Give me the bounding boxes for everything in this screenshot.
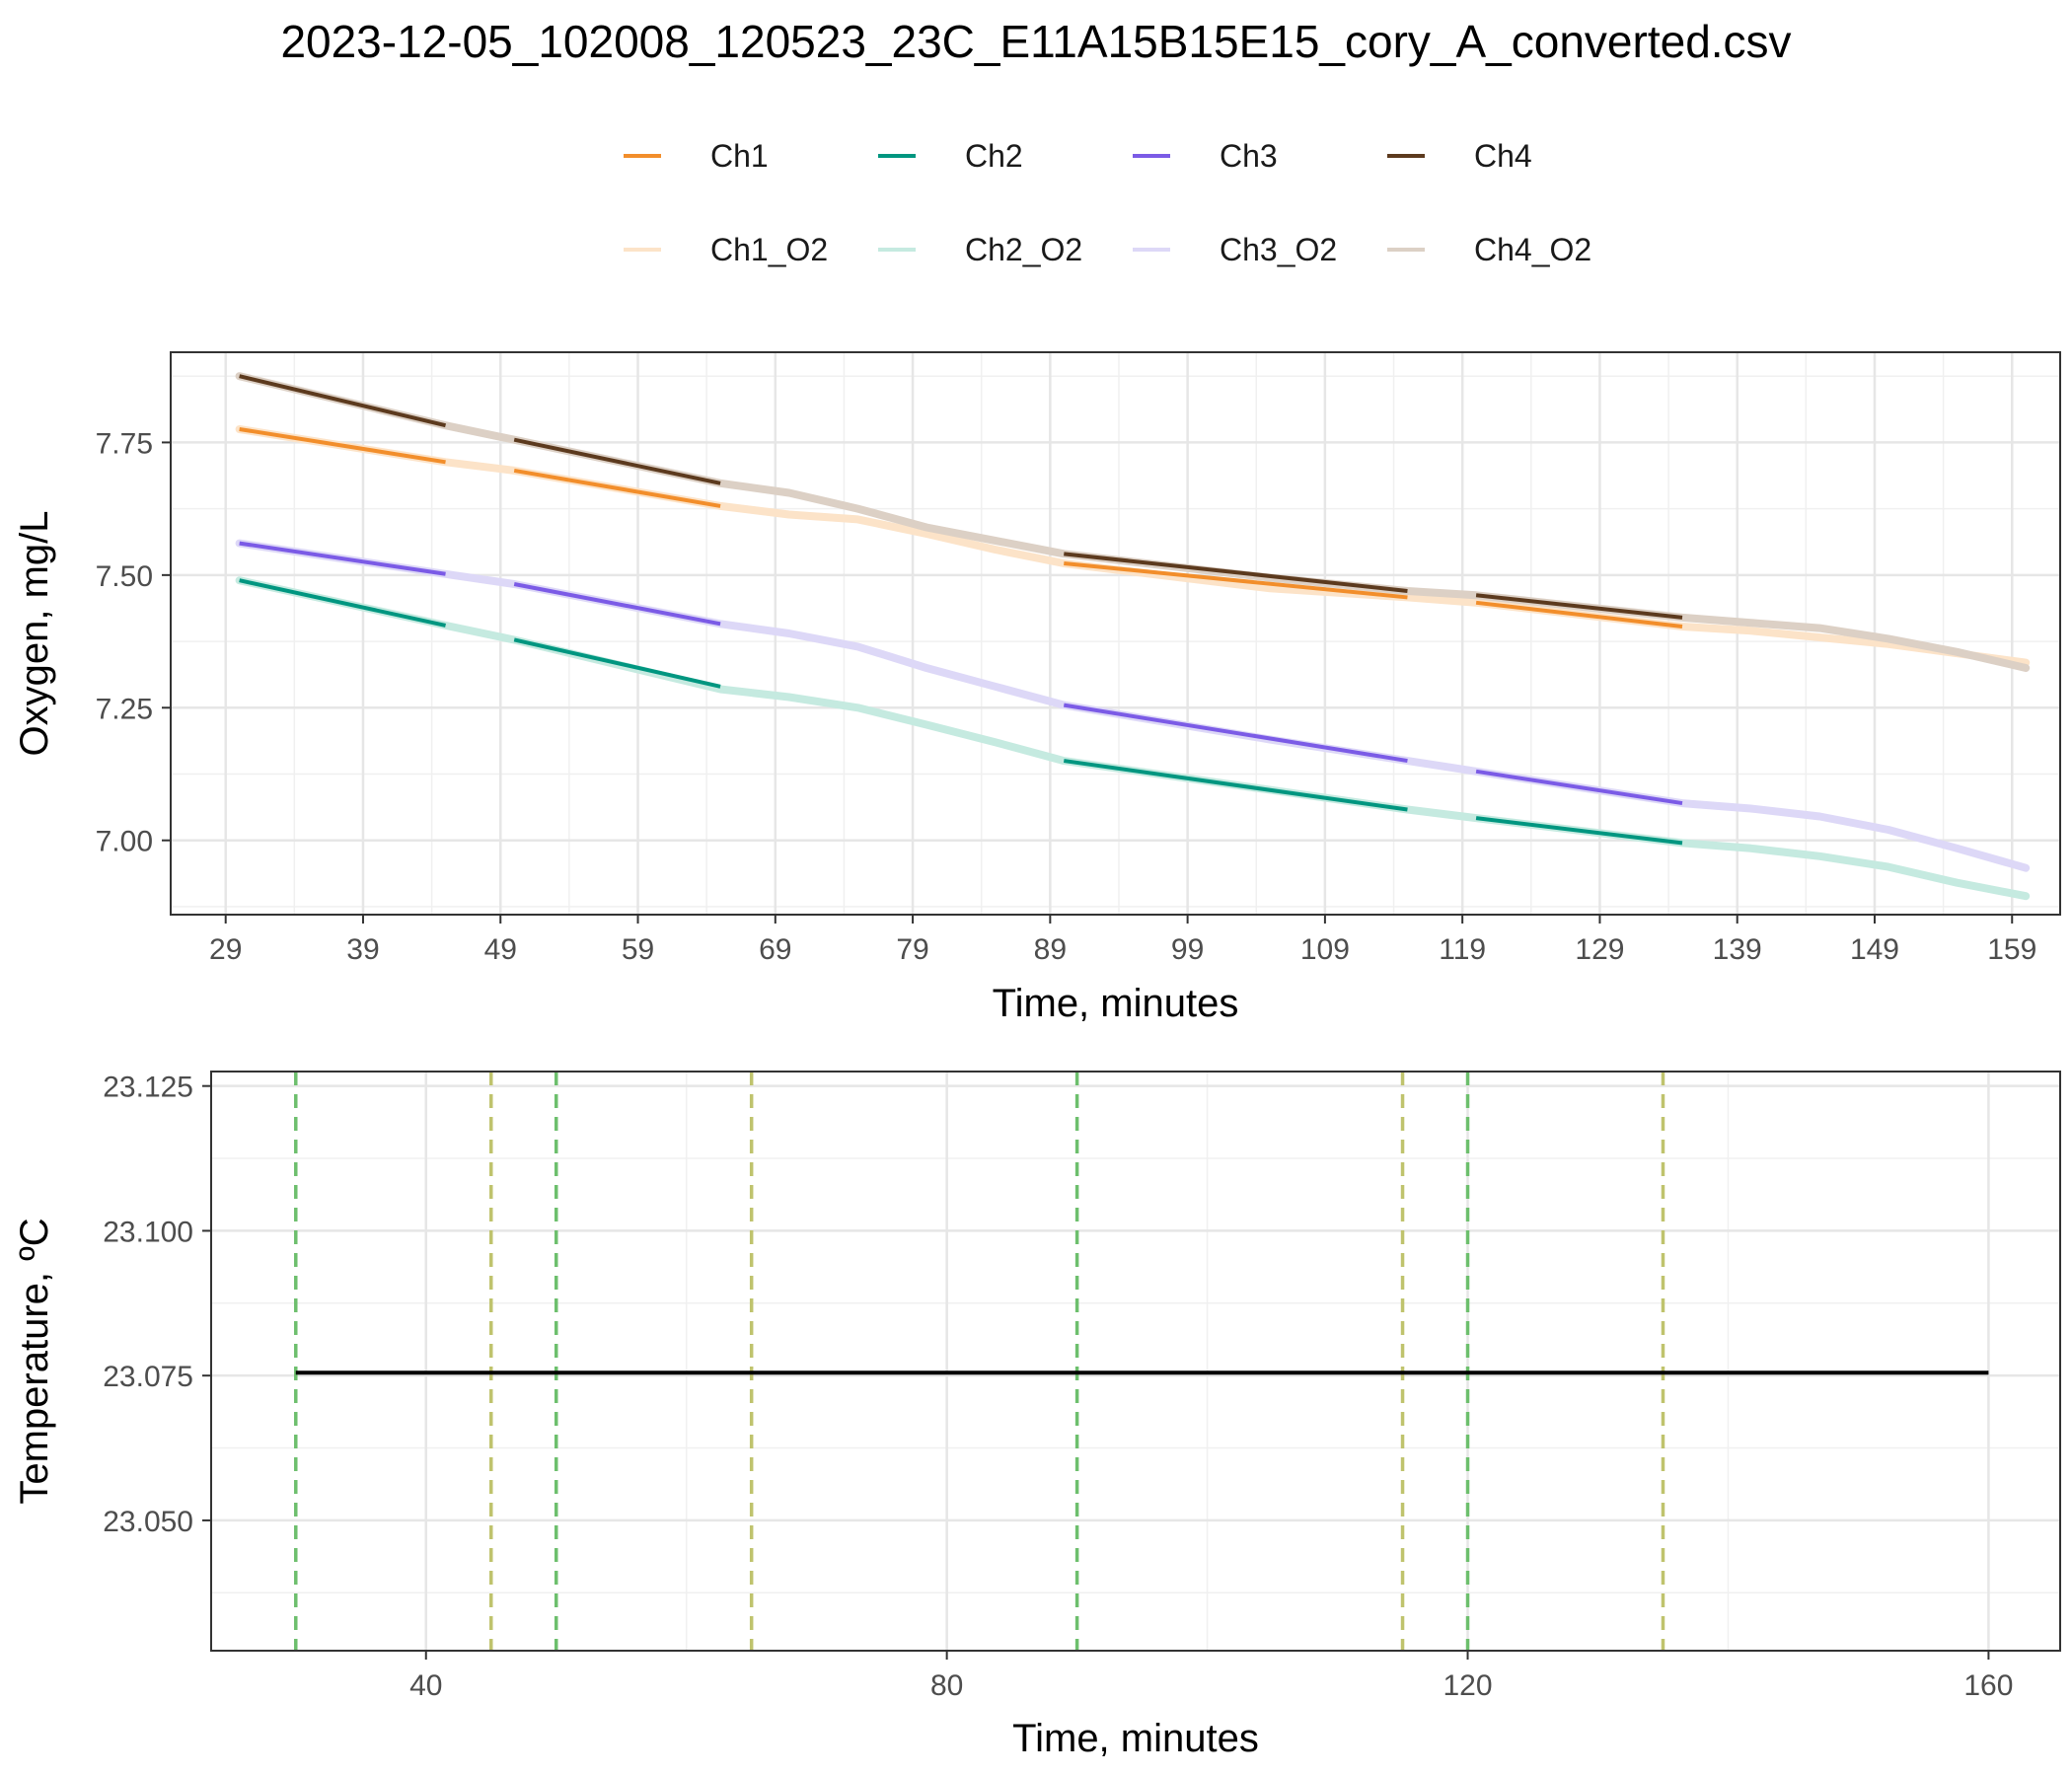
legend-entry-ch1: Ch1 [624, 138, 769, 174]
legend-entry-ch3-o2: Ch3_O2 [1133, 232, 1337, 267]
fit-segment-ch3 [239, 541, 446, 576]
chart-title: 2023-12-05_102008_120523_23C_E11A15B15E1… [280, 16, 1791, 67]
y-tick-label: 7.75 [96, 427, 153, 460]
legend-label: Ch4_O2 [1474, 232, 1591, 267]
fit-segment-ch4 [1475, 593, 1683, 620]
x-tick-label: 49 [484, 933, 517, 966]
y-axis-label: Temperature, ºC [13, 1218, 56, 1504]
y-tick-label: 23.050 [103, 1506, 193, 1538]
y-axis-label: Oxygen, mg/L [13, 510, 56, 756]
legend-label: Ch4 [1474, 138, 1532, 174]
legend-label: Ch2_O2 [965, 232, 1082, 267]
x-tick-label: 59 [622, 933, 654, 966]
fit-segment-ch4 [513, 437, 721, 485]
fit-segment-ch2 [239, 578, 446, 628]
x-tick-label: 29 [209, 933, 242, 966]
x-tick-label: 39 [346, 933, 379, 966]
legend-entry-ch2-o2: Ch2_O2 [878, 232, 1082, 267]
x-tick-label: 160 [1963, 1669, 2013, 1702]
y-tick-label: 23.100 [103, 1216, 193, 1248]
legend-label: Ch1_O2 [710, 232, 828, 267]
panel-border [170, 351, 2061, 916]
fit-segment-ch3 [513, 582, 721, 627]
x-tick-label: 79 [896, 933, 928, 966]
y-tick-label: 7.00 [96, 826, 153, 858]
plot-area [211, 1072, 2060, 1651]
fit-segment-ch1 [239, 426, 446, 465]
oxygen-panel: 29 39 49 59 69 79 89 99 109 119 129 139 149 159 7.00 7.… [13, 351, 2061, 1025]
fit-segment-ch1 [1475, 600, 1683, 629]
x-tick-label: 80 [930, 1669, 963, 1702]
legend-label: Ch3 [1220, 138, 1278, 174]
legend-entry-ch4-o2: Ch4_O2 [1387, 232, 1591, 267]
fit-segment-ch3 [1063, 703, 1408, 764]
y-tick-label: 7.50 [96, 560, 153, 593]
x-tick-label: 139 [1713, 933, 1762, 966]
x-tick-label: 99 [1171, 933, 1204, 966]
x-tick-label: 109 [1300, 933, 1350, 966]
legend-label: Ch3_O2 [1220, 232, 1337, 267]
x-tick-label: 69 [759, 933, 791, 966]
fit-segment-ch2 [513, 637, 721, 689]
y-tick-label: 23.075 [103, 1361, 193, 1393]
x-tick-label: 120 [1443, 1669, 1492, 1702]
fit-segment-ch2 [1475, 816, 1683, 846]
legend-entry-ch3: Ch3 [1133, 138, 1278, 174]
fit-segment-ch2 [1063, 759, 1408, 812]
legend-entry-ch4: Ch4 [1387, 138, 1532, 174]
x-tick-label: 40 [409, 1669, 442, 1702]
fit-segment-ch4 [1064, 552, 1408, 593]
x-tick-label: 129 [1575, 933, 1624, 966]
fit-segment-ch1 [1064, 561, 1408, 600]
y-tick-label: 7.25 [96, 693, 153, 725]
panel-border [210, 1071, 2061, 1652]
x-tick-label: 149 [1850, 933, 1899, 966]
legend-label: Ch1 [710, 138, 769, 174]
fit-segment-ch3 [1475, 769, 1683, 806]
legend-label: Ch2 [965, 138, 1023, 174]
legend-entry-ch1-o2: Ch1_O2 [624, 232, 828, 267]
legend-entry-ch2: Ch2 [878, 138, 1023, 174]
y-tick-label: 23.125 [103, 1072, 193, 1104]
x-tick-label: 89 [1034, 933, 1067, 966]
legend: Ch1 Ch2 Ch3 Ch4 Ch1_O2 Ch2_O2 Ch3_O2 Ch4_O2 [624, 138, 1591, 267]
fit-segment-ch4 [239, 374, 447, 428]
x-axis-label: Time, minutes [993, 982, 1239, 1025]
fit-segment-ch1 [513, 468, 721, 508]
temperature-panel: 40 80 120 160 23.050 23.075 23.100 23.125 Time, … [13, 1071, 2061, 1760]
x-axis-label: Time, minutes [1012, 1717, 1259, 1760]
x-tick-label: 159 [1987, 933, 2036, 966]
x-tick-label: 119 [1439, 933, 1486, 966]
